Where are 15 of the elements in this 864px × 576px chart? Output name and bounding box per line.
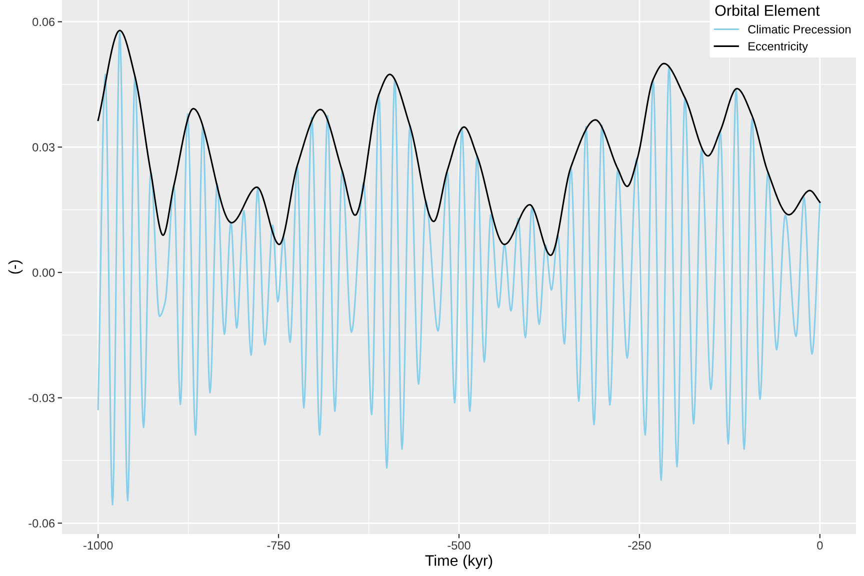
y-tick-label: -0.06 — [28, 519, 55, 528]
legend-label: Climatic Precession — [748, 24, 851, 34]
y-tick-label: -0.03 — [28, 394, 55, 402]
y-axis-title: (-) — [8, 260, 23, 274]
y-tick-label: 0.06 — [32, 18, 55, 26]
y-tick-label: 0.00 — [32, 268, 55, 277]
legend-title: Orbital Element — [715, 4, 820, 16]
x-tick-label: 0 — [817, 541, 823, 550]
x-tick-label: -750 — [267, 541, 290, 550]
x-tick-label: -500 — [448, 541, 470, 550]
y-tick-label: 0.03 — [32, 143, 55, 152]
legend-label: Eccentricity — [748, 42, 808, 53]
x-tick-label: -250 — [628, 541, 651, 550]
x-tick-label: -1000 — [84, 541, 113, 550]
x-axis-title: Time (kyr) — [425, 554, 492, 569]
